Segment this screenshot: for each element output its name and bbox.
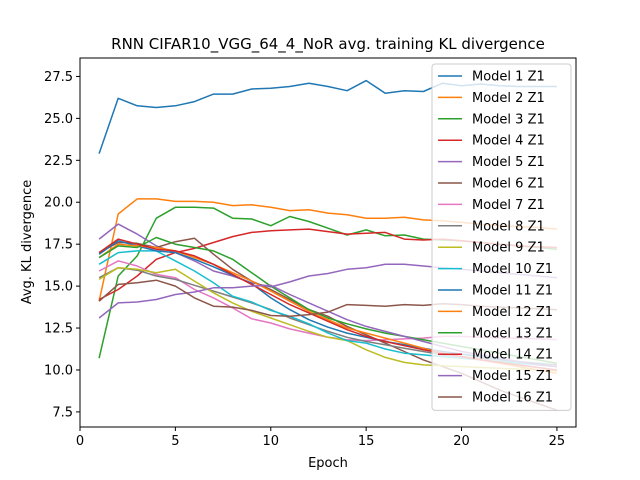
legend-entry: Model 2 Z1 [472, 91, 545, 106]
x-tick-label: 10 [262, 434, 279, 449]
legend-entry: Model 14 Z1 [472, 348, 553, 363]
legend-entry: Model 8 Z1 [472, 219, 545, 234]
x-tick-label: 15 [358, 434, 375, 449]
legend-entry: Model 16 Z1 [472, 391, 553, 406]
legend-entry: Model 13 Z1 [472, 326, 553, 341]
y-tick-label: 15.0 [44, 280, 73, 295]
x-axis-ticks: 0 5 10 15 20 25 [76, 427, 565, 449]
legend-entry: Model 4 Z1 [472, 134, 545, 149]
y-tick-label: 10.0 [44, 363, 73, 378]
y-tick-label: 12.5 [44, 322, 73, 337]
x-tick-label: 20 [453, 434, 470, 449]
legend-entry: Model 12 Z1 [472, 305, 553, 320]
legend-entry: Model 7 Z1 [472, 198, 545, 213]
y-tick-label: 25.0 [44, 112, 73, 127]
y-tick-label: 20.0 [44, 196, 73, 211]
y-tick-label: 17.5 [44, 238, 73, 253]
x-tick-label: 5 [171, 434, 179, 449]
y-axis-label: Avg. KL divergence [20, 180, 35, 305]
y-axis-ticks: 7.5 10.0 12.5 15.0 17.5 20.0 22.5 25.0 27.5 [44, 70, 80, 420]
legend-entry: Model 6 Z1 [472, 177, 545, 192]
legend-entry: Model 9 Z1 [472, 241, 545, 256]
legend-entry: Model 11 Z1 [472, 284, 553, 299]
y-tick-label: 22.5 [44, 154, 73, 169]
x-tick-label: 0 [76, 434, 84, 449]
plot-area [79, 57, 577, 428]
x-axis-label: Epoch [308, 456, 348, 471]
legend-entry: Model 5 Z1 [472, 155, 545, 170]
legend-entry: Model 1 Z1 [472, 70, 545, 85]
legend-box [431, 63, 572, 411]
y-tick-label: 27.5 [44, 70, 73, 85]
legend-entry: Model 10 Z1 [472, 262, 553, 277]
chart-title: RNN CIFAR10_VGG_64_4_NoR avg. training K… [111, 35, 545, 54]
legend-entry: Model 3 Z1 [472, 112, 545, 127]
legend-entry: Model 15 Z1 [472, 369, 553, 384]
legend: Model 1 Z1 Model 2 Z1 Model 3 Z1 Model 4 Z1… [431, 63, 572, 411]
x-tick-label: 25 [549, 434, 566, 449]
y-tick-label: 7.5 [52, 405, 73, 420]
